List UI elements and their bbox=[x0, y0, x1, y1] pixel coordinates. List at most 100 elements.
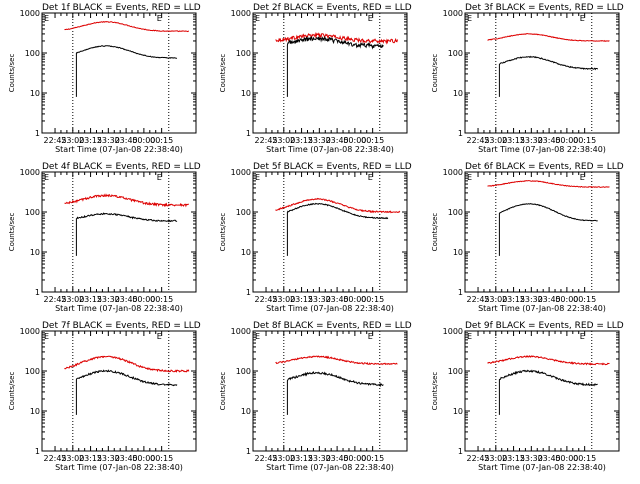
series-events bbox=[75, 369, 178, 415]
y-tick-label: 10 bbox=[241, 248, 251, 257]
y-tick-label: 10 bbox=[241, 407, 251, 416]
y-tick-label: 10 bbox=[453, 407, 463, 416]
x-tick-label: 22:45 bbox=[43, 295, 66, 304]
x-tick-label: 00:15 bbox=[573, 295, 596, 304]
y-tick-label: 10 bbox=[30, 407, 40, 416]
corner-mark-right: E bbox=[157, 14, 162, 23]
y-tick-label: 100 bbox=[236, 49, 251, 58]
x-tick-label: 22:45 bbox=[254, 454, 277, 463]
series-events bbox=[286, 202, 389, 256]
x-axis-label: Start Time (07-Jan-08 22:38:40) bbox=[266, 145, 394, 154]
y-tick-label: 1 bbox=[458, 288, 463, 297]
y-tick-label: 100 bbox=[236, 367, 251, 376]
y-tick-label: 1 bbox=[35, 447, 40, 456]
panel-title: Det 9f BLACK = Events, RED = LLD bbox=[465, 321, 624, 331]
y-tick-label: 1 bbox=[246, 288, 251, 297]
plot-frame bbox=[41, 171, 197, 293]
y-tick-label: 100 bbox=[25, 208, 40, 217]
x-tick-label: 22:45 bbox=[466, 454, 489, 463]
x-tick-label: 00:00 bbox=[343, 295, 366, 304]
x-tick-label: 23:30 bbox=[520, 454, 543, 463]
x-axis-label: Start Time (07-Jan-08 22:38:40) bbox=[55, 145, 183, 154]
x-tick-label: 23:45 bbox=[326, 136, 349, 145]
x-tick-label: 22:45 bbox=[254, 136, 277, 145]
x-tick-label: 22:45 bbox=[466, 136, 489, 145]
x-tick-label: 23:00 bbox=[61, 295, 84, 304]
x-tick-label: 23:45 bbox=[115, 136, 138, 145]
y-axis-label: Counts/sec bbox=[431, 213, 439, 252]
y-tick-label: 1000 bbox=[231, 327, 251, 336]
x-tick-label: 23:15 bbox=[79, 136, 102, 145]
series-lld bbox=[487, 355, 610, 366]
series-events bbox=[498, 369, 598, 415]
corner-mark-right: E bbox=[368, 14, 373, 23]
x-tick-label: 00:15 bbox=[573, 136, 596, 145]
panel-title: Det 3f BLACK = Events, RED = LLD bbox=[465, 3, 624, 13]
plot-frame bbox=[41, 12, 197, 134]
y-tick-label: 1 bbox=[458, 129, 463, 138]
x-tick-label: 23:45 bbox=[326, 295, 349, 304]
x-tick-label: 23:15 bbox=[79, 454, 102, 463]
x-axis-label: Start Time (07-Jan-08 22:38:40) bbox=[478, 463, 606, 472]
y-axis-label: Counts/sec bbox=[431, 372, 439, 411]
x-tick-label: 23:45 bbox=[326, 454, 349, 463]
x-tick-label: 23:15 bbox=[502, 454, 525, 463]
plot-frame bbox=[252, 171, 408, 293]
x-axis-label: Start Time (07-Jan-08 22:38:40) bbox=[55, 304, 183, 313]
panel-4: Det 4f BLACK = Events, RED = LLD 1 10 100 10… bbox=[8, 162, 201, 313]
x-tick-label: 23:00 bbox=[61, 136, 84, 145]
x-tick-label: 23:30 bbox=[97, 136, 120, 145]
corner-mark-left: E bbox=[467, 332, 472, 341]
y-tick-label: 10 bbox=[30, 248, 40, 257]
x-tick-label: 23:15 bbox=[290, 295, 313, 304]
y-tick-label: 100 bbox=[25, 367, 40, 376]
x-axis-label: Start Time (07-Jan-08 22:38:40) bbox=[266, 463, 394, 472]
x-tick-label: 00:15 bbox=[150, 295, 173, 304]
series-lld bbox=[275, 355, 398, 366]
x-tick-label: 23:45 bbox=[538, 136, 561, 145]
plot-frame bbox=[41, 330, 197, 452]
panel-title: Det 2f BLACK = Events, RED = LLD bbox=[253, 3, 412, 13]
y-tick-label: 100 bbox=[448, 208, 463, 217]
x-tick-label: 23:00 bbox=[272, 454, 295, 463]
y-axis-label: Counts/sec bbox=[219, 213, 227, 252]
panel-3: Det 3f BLACK = Events, RED = LLD 1 10 100 10… bbox=[431, 3, 624, 154]
series-events bbox=[498, 55, 599, 97]
plot-frame bbox=[464, 171, 620, 293]
x-tick-label: 00:15 bbox=[361, 295, 384, 304]
x-tick-label: 23:15 bbox=[502, 295, 525, 304]
y-tick-label: 1000 bbox=[443, 327, 463, 336]
panel-title: Det 8f BLACK = Events, RED = LLD bbox=[253, 321, 412, 331]
y-tick-label: 10 bbox=[241, 89, 251, 98]
x-tick-label: 00:00 bbox=[132, 136, 155, 145]
x-tick-label: 23:00 bbox=[484, 295, 507, 304]
y-axis-label: Counts/sec bbox=[219, 54, 227, 93]
corner-mark-right: E bbox=[580, 173, 585, 182]
panel-9: Det 9f BLACK = Events, RED = LLD 1 10 100 10… bbox=[431, 321, 624, 472]
plot-frame bbox=[252, 12, 408, 134]
x-tick-label: 23:15 bbox=[79, 295, 102, 304]
series-lld bbox=[64, 355, 190, 373]
series-events bbox=[75, 45, 178, 97]
x-tick-label: 23:30 bbox=[97, 295, 120, 304]
corner-mark-left: E bbox=[255, 332, 260, 341]
corner-mark-right: E bbox=[368, 173, 373, 182]
y-tick-label: 10 bbox=[30, 89, 40, 98]
y-tick-label: 1000 bbox=[20, 168, 40, 177]
x-tick-label: 23:00 bbox=[272, 295, 295, 304]
y-tick-label: 10 bbox=[453, 89, 463, 98]
x-tick-label: 00:15 bbox=[150, 136, 173, 145]
x-tick-label: 00:00 bbox=[555, 295, 578, 304]
x-tick-label: 22:45 bbox=[43, 136, 66, 145]
panel-8: Det 8f BLACK = Events, RED = LLD 1 10 100 10… bbox=[219, 321, 412, 472]
x-tick-label: 00:15 bbox=[573, 454, 596, 463]
panel-1: Det 1f BLACK = Events, RED = LLD 1 10 100 10… bbox=[8, 3, 201, 154]
x-tick-label: 23:15 bbox=[290, 454, 313, 463]
x-tick-label: 23:15 bbox=[502, 136, 525, 145]
y-tick-label: 1000 bbox=[443, 9, 463, 18]
y-axis-label: Counts/sec bbox=[8, 213, 16, 252]
corner-mark-left: E bbox=[44, 14, 49, 23]
x-tick-label: 23:00 bbox=[272, 136, 295, 145]
x-tick-label: 00:00 bbox=[132, 295, 155, 304]
series-events bbox=[286, 35, 384, 97]
